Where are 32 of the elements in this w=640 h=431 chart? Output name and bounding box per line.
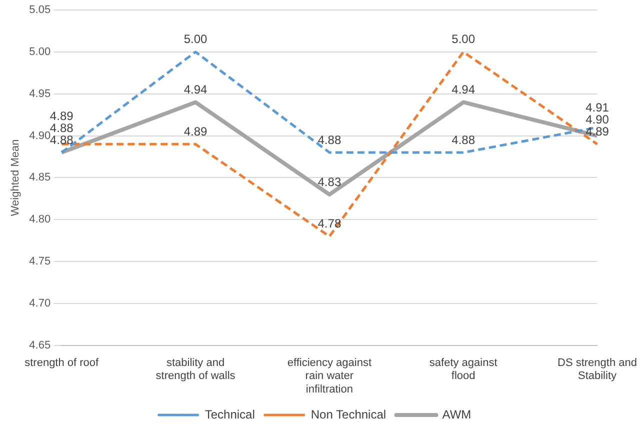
data-label: 4.89 [50,108,74,123]
y-tick-label: 4.70 [29,298,51,310]
y-tick-label: 4.90 [29,130,51,142]
data-label: 5.00 [452,32,476,46]
x-tick-label: strength of roof [24,357,100,370]
y-tick-label: 4.95 [29,88,51,100]
data-label: 4.88 [318,132,342,147]
data-label: 4.83 [318,174,342,189]
y-tick-label: 5.05 [29,4,51,16]
y-tick-label: 4.80 [29,214,51,226]
data-label: 4.88 [50,132,74,147]
data-label: 4.89 [586,124,610,138]
y-tick-label: 4.65 [29,339,51,352]
y-tick-label: 5.00 [29,46,51,58]
legend-label: AWM [442,407,472,422]
y-axis-title: Weighted Mean [10,139,22,216]
data-label: 4.88 [452,132,476,147]
data-label: 4.91 [586,100,610,114]
data-label: 4.88 [50,120,74,135]
legend-label: Non Technical [310,407,386,422]
data-label: 4.90 [586,112,610,126]
data-label: 4.94 [452,82,476,97]
legend-label: Technical [204,407,255,422]
x-tick-label: stability and strength of walls [156,357,236,382]
data-label: 4.89 [184,124,208,138]
x-tick-label: DS strength and Stability [558,357,638,382]
y-tick-label: 4.85 [29,172,51,184]
data-label: 4.94 [184,82,208,97]
x-tick-label: safety against flood [429,357,498,382]
x-tick-label: efficiency against rain water infiltration [287,357,372,396]
data-label: 5.00 [184,32,208,46]
y-tick-label: 4.75 [29,256,51,268]
